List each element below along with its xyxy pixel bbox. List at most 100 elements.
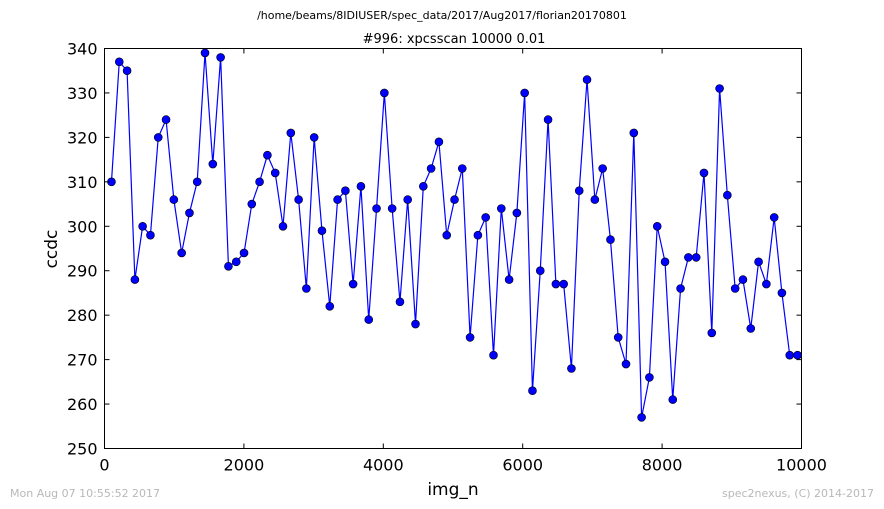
data-point — [153, 133, 163, 142]
plot-area — [107, 48, 802, 422]
data-point — [325, 301, 335, 311]
data-point — [535, 266, 545, 276]
axis-ticks: 0 2000 4000 6000 8000 10000 250 260 270 280 290 300… — [67, 40, 827, 475]
data-point — [660, 257, 670, 267]
data-point — [255, 177, 264, 187]
data-point — [793, 350, 802, 360]
y-tick-label: 280 — [67, 306, 98, 325]
data-point — [606, 235, 615, 244]
data-point — [754, 257, 763, 267]
data-point — [387, 204, 397, 213]
data-point — [652, 221, 662, 231]
data-point — [699, 168, 709, 178]
data-point — [489, 350, 498, 360]
footer-timestamp: Mon Aug 07 10:55:52 2017 — [10, 487, 161, 500]
data-point — [200, 48, 210, 58]
y-tick-label: 270 — [67, 351, 98, 370]
data-point — [138, 221, 147, 231]
data-point — [504, 275, 514, 284]
data-point — [465, 333, 475, 342]
data-point — [380, 88, 389, 98]
data-point — [364, 315, 374, 324]
data-point — [395, 297, 405, 307]
data-point — [286, 128, 296, 138]
y-tick-label: 330 — [67, 84, 98, 103]
x-tick-label: 4000 — [363, 456, 404, 475]
data-point — [762, 279, 771, 289]
data-point — [598, 164, 607, 173]
data-point — [372, 204, 381, 213]
data-point — [302, 284, 311, 293]
data-point — [613, 333, 623, 342]
data-point — [146, 230, 155, 240]
data-point — [450, 195, 459, 204]
data-point — [621, 359, 631, 369]
data-point — [270, 168, 280, 178]
data-point — [317, 226, 327, 236]
data-point — [333, 195, 342, 204]
data-point — [130, 275, 140, 284]
data-point — [426, 164, 436, 173]
data-point — [122, 66, 132, 76]
data-point — [216, 53, 225, 62]
data-point — [543, 115, 553, 124]
data-point — [723, 190, 732, 200]
x-tick-label: 2000 — [224, 456, 265, 475]
data-point — [457, 164, 467, 173]
y-tick-label: 310 — [67, 173, 98, 192]
data-point — [411, 319, 420, 329]
data-point — [185, 208, 194, 218]
data-point — [590, 195, 600, 204]
data-point — [512, 208, 522, 218]
data-point — [637, 413, 646, 422]
data-point — [169, 195, 179, 204]
data-point — [777, 288, 787, 298]
data-point — [294, 195, 303, 204]
file-path-title: /home/beams/8IDIUSER/spec_data/2017/Aug2… — [257, 9, 627, 22]
data-point — [715, 84, 724, 93]
data-point — [239, 248, 249, 258]
data-point — [263, 150, 272, 160]
x-tick-label: 0 — [99, 456, 109, 475]
x-tick-label: 10000 — [776, 456, 827, 475]
data-point — [629, 128, 639, 138]
data-point — [645, 373, 654, 382]
data-point — [224, 261, 233, 271]
data-point — [691, 253, 701, 262]
data-point — [309, 133, 319, 142]
y-tick-label: 320 — [67, 128, 98, 147]
data-point — [707, 328, 717, 338]
data-point — [114, 57, 124, 67]
data-point — [247, 199, 257, 209]
data-point — [684, 253, 693, 262]
data-point — [769, 213, 779, 222]
y-tick-label: 290 — [67, 262, 98, 281]
data-point — [785, 350, 795, 360]
data-point — [348, 279, 358, 289]
data-point — [528, 386, 537, 396]
data-point — [801, 353, 802, 358]
data-point — [481, 213, 490, 222]
data-point — [582, 75, 592, 84]
data-point — [192, 177, 202, 187]
plot-frame — [104, 48, 802, 449]
y-tick-label: 260 — [67, 395, 98, 414]
data-point — [231, 257, 241, 267]
data-point — [730, 284, 740, 293]
data-point — [356, 181, 366, 191]
data-point — [567, 364, 576, 373]
data-point — [419, 181, 428, 191]
data-point — [473, 230, 483, 240]
data-point — [442, 230, 452, 240]
data-point — [177, 248, 186, 258]
y-tick-label: 340 — [67, 40, 98, 59]
data-point — [738, 275, 748, 284]
data-point — [161, 115, 171, 124]
x-axis-label: img_n — [427, 480, 478, 500]
data-point — [746, 324, 756, 333]
x-tick-label: 8000 — [642, 456, 683, 475]
data-point — [559, 279, 568, 289]
data-point — [403, 195, 412, 204]
data-point — [278, 221, 288, 231]
